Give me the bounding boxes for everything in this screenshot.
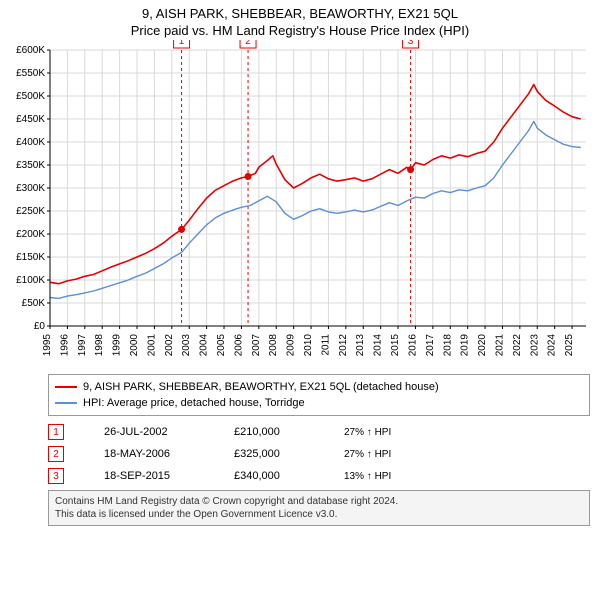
svg-text:£500K: £500K	[16, 91, 45, 102]
sales-table: 1 26-JUL-2002 £210,000 27% ↑ HPI 2 18-MAY-200…	[48, 424, 590, 484]
svg-text:£450K: £450K	[16, 114, 45, 125]
svg-text:2002: 2002	[164, 334, 175, 357]
legend-swatch	[55, 402, 77, 404]
svg-text:2001: 2001	[146, 334, 157, 357]
svg-text:2000: 2000	[129, 334, 140, 357]
sale-price: £210,000	[234, 426, 304, 438]
svg-text:£0: £0	[34, 321, 46, 332]
svg-text:£600K: £600K	[16, 45, 45, 56]
title-subtitle: Price paid vs. HM Land Registry's House …	[0, 23, 600, 38]
svg-text:2023: 2023	[529, 334, 540, 357]
svg-text:2006: 2006	[233, 334, 244, 357]
svg-text:2005: 2005	[216, 334, 227, 357]
plot-area: £0 £50K £100K £150K £200K £250K £300K £350K £400…	[0, 40, 600, 370]
svg-text:2014: 2014	[373, 334, 384, 357]
footer-line2: This data is licensed under the Open Gov…	[55, 509, 583, 520]
footer-line1: Contains HM Land Registry data © Crown c…	[55, 496, 583, 507]
svg-text:£150K: £150K	[16, 252, 45, 263]
svg-text:2017: 2017	[425, 334, 436, 357]
svg-text:2019: 2019	[460, 334, 471, 357]
svg-text:2003: 2003	[181, 334, 192, 357]
sale-row: 3 18-SEP-2015 £340,000 13% ↑ HPI	[48, 468, 590, 484]
svg-text:1999: 1999	[112, 334, 123, 357]
sale-price: £325,000	[234, 448, 304, 460]
svg-text:1: 1	[179, 40, 185, 47]
legend-item: HPI: Average price, detached house, Torr…	[55, 395, 583, 411]
svg-text:2018: 2018	[442, 334, 453, 357]
svg-text:£350K: £350K	[16, 160, 45, 171]
sale-date: 26-JUL-2002	[104, 426, 194, 438]
svg-text:2024: 2024	[547, 334, 558, 357]
sale-date: 18-MAY-2006	[104, 448, 194, 460]
legend-swatch	[55, 386, 77, 388]
sale-date: 18-SEP-2015	[104, 470, 194, 482]
footer-attribution: Contains HM Land Registry data © Crown c…	[48, 490, 590, 526]
sale-delta: 27% ↑ HPI	[344, 427, 391, 438]
sale-row: 2 18-MAY-2006 £325,000 27% ↑ HPI	[48, 446, 590, 462]
sale-price: £340,000	[234, 470, 304, 482]
svg-text:2010: 2010	[303, 334, 314, 357]
svg-text:£400K: £400K	[16, 137, 45, 148]
line-chart-svg: £0 £50K £100K £150K £200K £250K £300K £350K £400…	[0, 40, 600, 370]
svg-text:2009: 2009	[286, 334, 297, 357]
title-address: 9, AISH PARK, SHEBBEAR, BEAWORTHY, EX21 …	[0, 6, 600, 21]
svg-text:£100K: £100K	[16, 275, 45, 286]
svg-text:2021: 2021	[494, 334, 505, 357]
svg-text:2013: 2013	[355, 334, 366, 357]
sale-marker-badge: 3	[48, 468, 64, 484]
svg-text:£250K: £250K	[16, 206, 45, 217]
svg-text:2: 2	[245, 40, 251, 47]
sale-delta: 27% ↑ HPI	[344, 449, 391, 460]
legend-label: 9, AISH PARK, SHEBBEAR, BEAWORTHY, EX21 …	[83, 381, 439, 393]
svg-text:£50K: £50K	[22, 298, 46, 309]
svg-text:2004: 2004	[199, 334, 210, 357]
svg-text:£300K: £300K	[16, 183, 45, 194]
svg-text:1995: 1995	[42, 334, 53, 357]
svg-text:2007: 2007	[251, 334, 262, 357]
svg-text:3: 3	[408, 40, 414, 47]
svg-text:2016: 2016	[407, 334, 418, 357]
sale-marker-badge: 1	[48, 424, 64, 440]
chart-titles: 9, AISH PARK, SHEBBEAR, BEAWORTHY, EX21 …	[0, 0, 600, 40]
svg-text:£200K: £200K	[16, 229, 45, 240]
svg-text:1996: 1996	[59, 334, 70, 357]
svg-text:2011: 2011	[320, 334, 331, 356]
svg-text:2012: 2012	[338, 334, 349, 357]
sale-marker-badge: 2	[48, 446, 64, 462]
svg-text:2022: 2022	[512, 334, 523, 357]
svg-text:2015: 2015	[390, 334, 401, 357]
svg-text:£550K: £550K	[16, 68, 45, 79]
svg-text:1998: 1998	[94, 334, 105, 357]
legend-label: HPI: Average price, detached house, Torr…	[83, 397, 305, 409]
sale-delta: 13% ↑ HPI	[344, 471, 391, 482]
svg-text:2008: 2008	[268, 334, 279, 357]
chart-container: 9, AISH PARK, SHEBBEAR, BEAWORTHY, EX21 …	[0, 0, 600, 526]
sale-row: 1 26-JUL-2002 £210,000 27% ↑ HPI	[48, 424, 590, 440]
svg-text:1997: 1997	[77, 334, 88, 357]
svg-text:2025: 2025	[564, 334, 575, 357]
legend: 9, AISH PARK, SHEBBEAR, BEAWORTHY, EX21 …	[48, 374, 590, 416]
svg-text:2020: 2020	[477, 334, 488, 357]
legend-item: 9, AISH PARK, SHEBBEAR, BEAWORTHY, EX21 …	[55, 379, 583, 395]
